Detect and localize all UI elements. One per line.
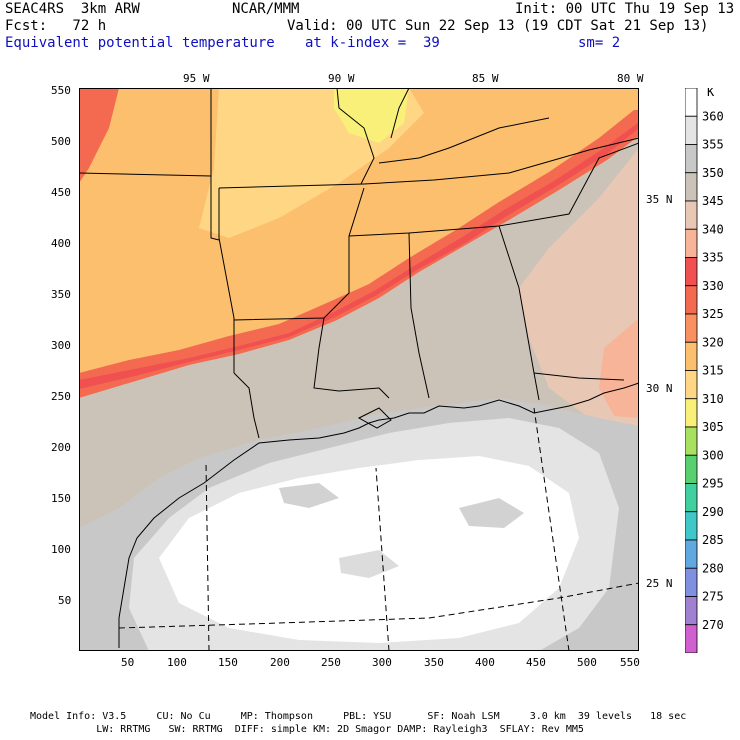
colorbar-swatch [685,596,698,626]
state-boundaries [79,88,639,439]
colorbar-swatch [685,511,698,541]
smoothing-label: sm= 2 [578,35,621,51]
colorbar-level-label: 295 [702,477,724,491]
colorbar-swatch [685,144,698,174]
x-tick-400: 400 [475,656,495,669]
lat-label-35n: 35 N [646,193,673,206]
coastline [118,382,639,648]
x-tick-200: 200 [270,656,290,669]
colorbar-level-label: 350 [702,166,724,180]
colorbar-level-label: 310 [702,392,724,406]
colorbar-swatch [685,370,698,400]
colorbar-level-label: 335 [702,251,724,265]
footer-model-info-1: Model Info: V3.5 CU: No Cu MP: Thompson … [30,711,687,722]
colorbar-swatch [685,228,698,258]
colorbar-swatch [685,624,698,653]
theta-e-band-360-gulf [159,456,579,643]
x-tick-300: 300 [372,656,392,669]
lon-label-95w: 95 W [183,72,210,85]
colorbar-swatch [685,200,698,230]
field-name: Equivalent potential temperature [5,35,275,51]
lat-label-30n: 30 N [646,382,673,395]
colorbar-level-label: 280 [702,561,724,575]
y-tick-150: 150 [51,492,71,505]
level-label: at k-index = 39 [305,35,440,51]
forecast-hour: Fcst: 72 h [5,18,107,34]
y-tick-450: 450 [51,186,71,199]
colorbar-swatch [685,257,698,287]
colorbar-swatch [685,398,698,428]
lat-lon-grid [118,407,639,651]
colorbar-swatch [685,88,698,117]
colorbar-swatch [685,115,698,145]
model-center: NCAR/MMM [232,1,300,17]
colorbar-swatch [685,539,698,569]
x-tick-150: 150 [218,656,238,669]
y-tick-350: 350 [51,288,71,301]
lon-label-90w: 90 W [328,72,355,85]
colorbar: K 360 355 350 345 340 335 330 325 320 315 310 305 30… [685,88,724,653]
theta-e-band-335-florida [599,318,639,418]
colorbar-unit: K [707,88,715,99]
colorbar-swatch [685,313,698,343]
colorbar-swatch [685,483,698,513]
colorbar-level-label: 340 [702,222,724,236]
x-tick-500: 500 [577,656,597,669]
colorbar-level-label: 345 [702,194,724,208]
lon-label-80w: 80 W [617,72,644,85]
colorbar-swatch [685,454,698,484]
colorbar-swatch [685,341,698,371]
y-tick-400: 400 [51,237,71,250]
colorbar-level-label: 305 [702,420,724,434]
valid-time: Valid: 00 UTC Sun 22 Sep 13 (19 CDT Sat … [287,18,709,34]
y-tick-200: 200 [51,441,71,454]
x-tick-100: 100 [167,656,187,669]
theta-e-band-350-patch-south [339,550,399,578]
theta-e-band-320-northwest [79,88,119,183]
theta-e-band-350-patch-east [459,498,524,528]
x-tick-350: 350 [424,656,444,669]
model-name: SEAC4RS 3km ARW [5,1,140,17]
colorbar-level-label: 270 [702,618,724,632]
colorbar-level-label: 355 [702,138,724,152]
colorbar-level-label: 290 [702,505,724,519]
theta-e-band-350-patch-west [279,483,339,508]
colorbar-level-label: 315 [702,364,724,378]
y-tick-50: 50 [58,594,72,607]
map-frame [79,88,639,651]
x-tick-550: 550 [620,656,640,669]
y-tick-500: 500 [51,135,71,148]
footer-model-info-2: LW: RRTMG SW: RRTMG DIFF: simple KM: 2D … [30,724,584,735]
colorbar-swatch [685,567,698,597]
colorbar-level-label: 325 [702,307,724,321]
x-tick-250: 250 [321,656,341,669]
x-tick-450: 450 [526,656,546,669]
y-tick-100: 100 [51,543,71,556]
colorbar-level-label: 300 [702,448,724,462]
y-tick-250: 250 [51,390,71,403]
colorbar-level-label: 320 [702,335,724,349]
y-tick-300: 300 [51,339,71,352]
theta-e-band-305-north [334,88,409,143]
colorbar-level-label: 285 [702,533,724,547]
colorbar-level-label: 360 [702,109,724,123]
lon-label-85w: 85 W [472,72,499,85]
theta-e-map [79,88,639,651]
init-time: Init: 00 UTC Thu 19 Sep 13 [515,1,735,17]
colorbar-swatch [685,285,698,315]
colorbar-swatch [685,426,698,456]
colorbar-level-label: 275 [702,590,724,604]
lat-label-25n: 25 N [646,577,673,590]
colorbar-level-label: 330 [702,279,724,293]
x-tick-50: 50 [121,656,135,669]
colorbar-swatch [685,172,698,202]
y-tick-550: 550 [51,84,71,97]
